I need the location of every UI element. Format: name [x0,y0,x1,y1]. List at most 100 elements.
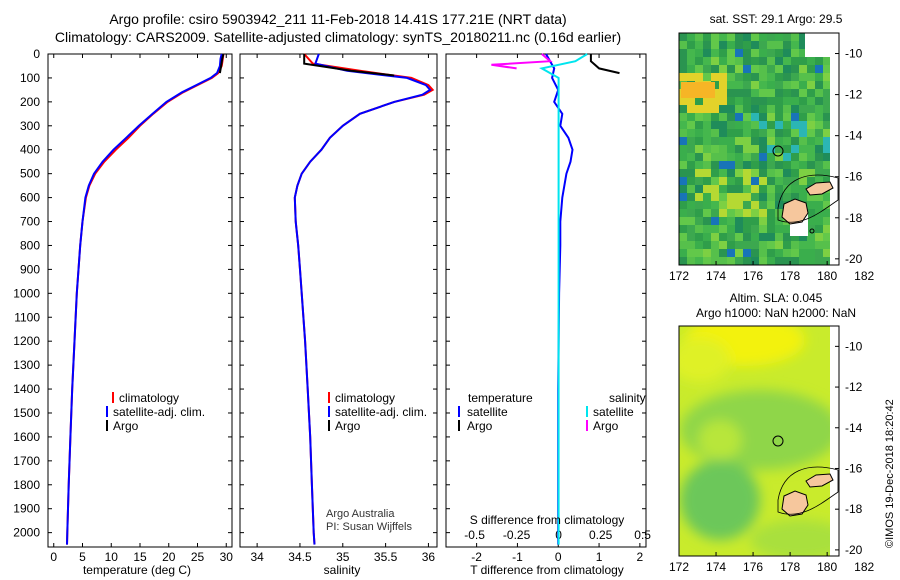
sst-cell [815,137,823,145]
sst-cell [719,57,727,65]
sst-cell [775,161,783,169]
sst-cell [783,89,791,97]
sst-cell [703,105,711,113]
sla-argo-marker [772,435,784,447]
title-line-1: Argo profile: csiro 5903942_211 11-Feb-2… [109,11,566,27]
sst-cell [799,249,807,257]
sst-cell [719,217,727,225]
sst-cell [767,217,775,225]
sst-cell [751,73,759,81]
sst-cell [767,97,775,105]
sst-cell [703,49,711,57]
sla_map-lat-label: -18 [845,502,863,516]
difference-series-s-argo [491,53,553,70]
sst-cell [727,137,735,145]
sst-cell [807,121,815,129]
sst-cell [679,161,687,169]
sst-cell [727,177,735,185]
difference-axes-frame [445,53,647,548]
sst-cell [727,257,735,265]
sst-cell [703,225,711,233]
sst_map-lat-label: -10 [845,47,863,61]
salinity-series-argo [303,54,395,77]
sst-cell [799,257,807,265]
sst_map-lat-label: -20 [845,252,863,266]
sla_map-lon-label: 174 [706,560,726,574]
sst-cell [711,217,719,225]
sst-cell [767,137,775,145]
sst-cell [711,97,719,105]
sst-cell [727,225,735,233]
sst-cell [679,233,687,241]
sst-cell [751,49,759,57]
sst-cell [727,57,735,65]
depth-tick-label: 100 [20,71,40,85]
sst-cell [703,97,711,105]
sla_map-lon-label: 176 [743,560,763,574]
sst-cell [703,161,711,169]
diff-legend-title-t: temperature [468,391,533,405]
depth-tick-label: 1100 [14,310,40,324]
sst-cell [823,249,831,257]
temperature-series-argo [218,53,225,74]
sst-cell [743,73,751,81]
sst-cell [751,185,759,193]
sst-cell [735,33,743,41]
sst_map-lon-label: 180 [817,269,837,283]
sst-cell [759,97,767,105]
sst-cell [679,137,687,145]
sst-cell [735,89,743,97]
title-line-2: Climatology: CARS2009. Satellite-adjuste… [55,29,621,45]
depth-tick-label: 500 [20,167,40,181]
sst-cell [711,65,719,73]
sst-cell [695,241,703,249]
sal-legend-satellite: satellite-adj. clim. [335,405,427,419]
sst-cell [823,113,831,121]
sla_map-lat-label: -12 [845,380,863,394]
sst-cell [711,145,719,153]
sst-cell [735,153,743,161]
sst-cell [783,113,791,121]
sst-cell [815,73,823,81]
diff-legend-t-sat: satellite [467,405,508,419]
sst_map-lon-label: 172 [669,269,689,283]
sst_map-lat-label: -14 [845,129,863,143]
depth-tick-label: 800 [20,238,40,252]
sst-cell [815,249,823,257]
sst-cell [703,209,711,217]
sst-cell [695,169,703,177]
legend-satellite: satellite-adj. clim. [113,405,205,419]
sst-cell [791,249,799,257]
sst-cell [679,57,687,65]
sst-cell [783,49,791,57]
sst-cell [711,153,719,161]
sst-cell [783,105,791,113]
sst-cell [727,217,735,225]
sst-cell [767,249,775,257]
sst-cell [783,97,791,105]
sst-cell [687,137,695,145]
sst-cell [767,153,775,161]
sst-cell [687,153,695,161]
sst-cell [767,193,775,201]
sst-cell [807,217,815,225]
sst-cell [751,225,759,233]
sst-cell [759,217,767,225]
sst-cell [751,249,759,257]
sst-cell [775,41,783,49]
depth-tick-label: 400 [20,143,40,157]
sst-cell [695,177,703,185]
sst_map-lon-label: 174 [706,269,726,283]
sst-cell [783,137,791,145]
sla-map-subtitle: Argo h1000: NaN h2000: NaN [696,306,856,320]
sst-cell [743,65,751,73]
sst-cell [807,249,815,257]
sst-cell [679,169,687,177]
sst-cell [799,81,807,89]
sst-cell [775,201,783,209]
sst-cell [727,33,735,41]
sst-cell [775,257,783,265]
sst-cell [727,73,735,81]
sst-cell [711,73,719,81]
salinity-xlabel: salinity [324,563,361,577]
